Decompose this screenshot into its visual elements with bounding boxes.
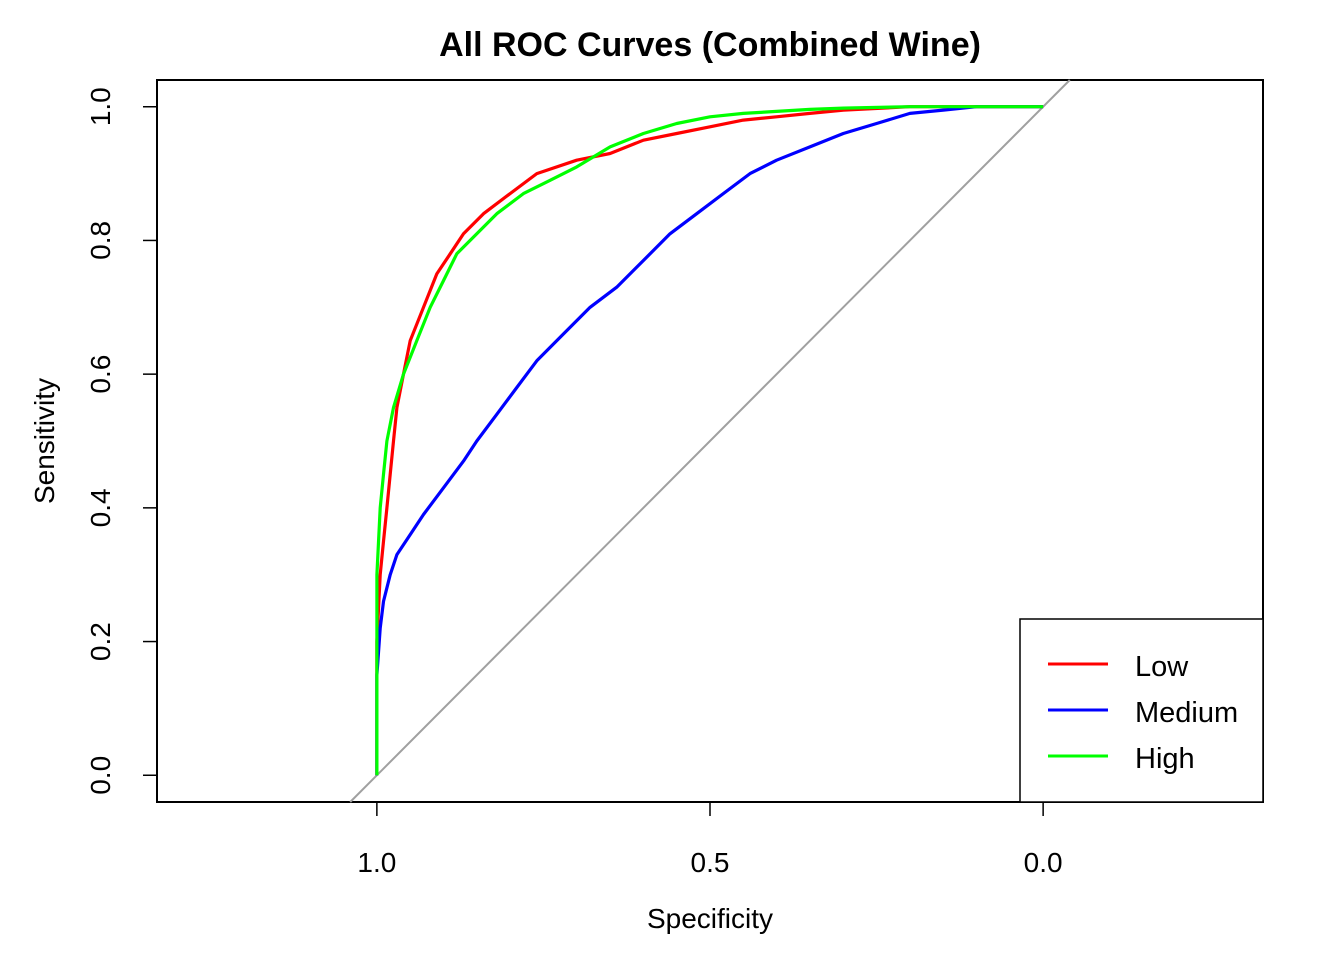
- y-tick-label: 0.2: [85, 622, 116, 661]
- x-tick-label: 0.5: [691, 847, 730, 878]
- legend-label-medium: Medium: [1135, 697, 1238, 729]
- x-tick-label: 1.0: [357, 847, 396, 878]
- roc-curve-medium: [375, 105, 1044, 776]
- diagonal-reference-line: [349, 79, 1071, 803]
- y-tick-label: 0.8: [85, 221, 116, 260]
- y-tick-label: 1.0: [85, 87, 116, 126]
- roc-curve-low: [375, 105, 1044, 776]
- legend-label-low: Low: [1135, 651, 1189, 683]
- y-tick-label: 0.0: [85, 756, 116, 795]
- y-axis: 0.0 0.2 0.4 0.6 0.8 1.0: [85, 87, 158, 795]
- legend: Low Medium High: [1019, 618, 1264, 803]
- reference-layer: [349, 79, 1071, 803]
- series-layer: [375, 105, 1044, 776]
- legend-label-high: High: [1135, 743, 1195, 775]
- x-tick-label: 0.0: [1024, 847, 1063, 878]
- y-tick-label: 0.4: [85, 488, 116, 527]
- x-axis-label: Specificity: [647, 903, 773, 934]
- x-axis: 1.0 0.5 0.0: [357, 801, 1063, 878]
- y-axis-label: Sensitivity: [29, 378, 60, 504]
- roc-curve-high: [375, 105, 1044, 776]
- chart-title: All ROC Curves (Combined Wine): [439, 26, 981, 64]
- y-tick-label: 0.6: [85, 355, 116, 394]
